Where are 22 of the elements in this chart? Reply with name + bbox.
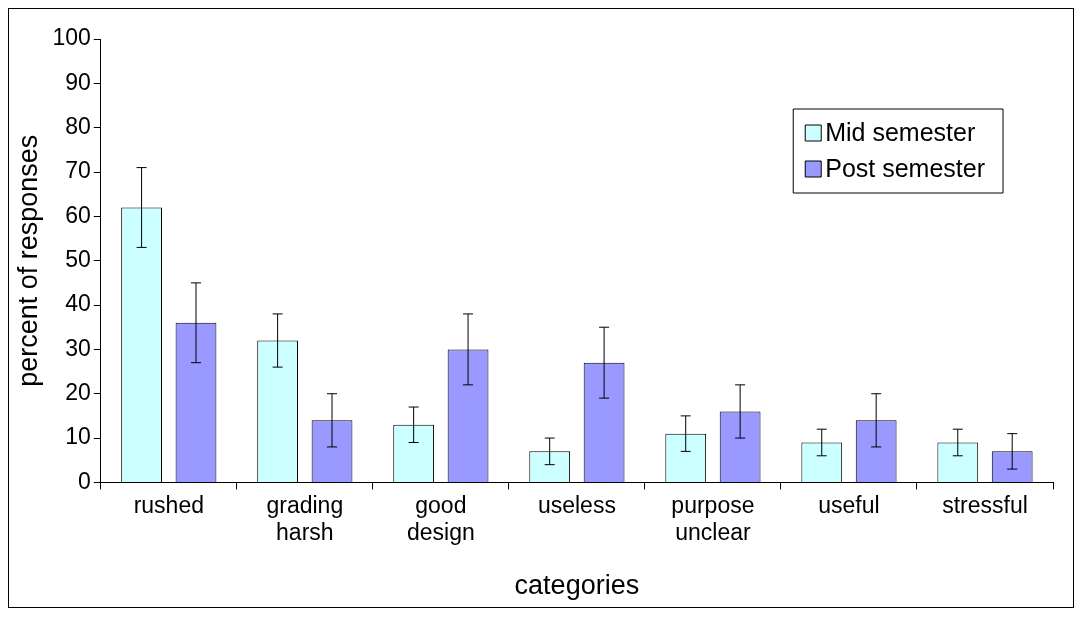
y-tick-label: 0: [77, 467, 91, 494]
y-tick-label: 20: [65, 379, 91, 406]
y-tick-label: 30: [65, 334, 91, 361]
y-tick-label: 100: [52, 24, 91, 51]
y-tick-label: 60: [65, 201, 91, 228]
x-tick-label: purpose unclear: [671, 491, 755, 546]
y-tick-label: 40: [65, 290, 91, 317]
y-tick-label: 50: [65, 246, 91, 273]
y-tick-label: 80: [65, 113, 91, 140]
legend-label: Post semester: [825, 153, 985, 182]
y-tick-label: 70: [65, 157, 91, 184]
x-tick-label: rushed: [133, 491, 204, 518]
x-tick-label: grading harsh: [266, 491, 344, 546]
y-tick-label: 90: [65, 68, 91, 95]
legend-label: Mid semester: [825, 117, 976, 146]
x-tick-label: useless: [537, 491, 616, 518]
y-tick-label: 10: [65, 423, 91, 450]
x-axis-title: categories: [514, 570, 640, 601]
y-axis-title: percent of responses: [12, 134, 43, 387]
x-tick-label: good design: [406, 491, 475, 546]
x-tick-label: stressful: [942, 491, 1028, 518]
x-tick-label: useful: [818, 491, 880, 518]
